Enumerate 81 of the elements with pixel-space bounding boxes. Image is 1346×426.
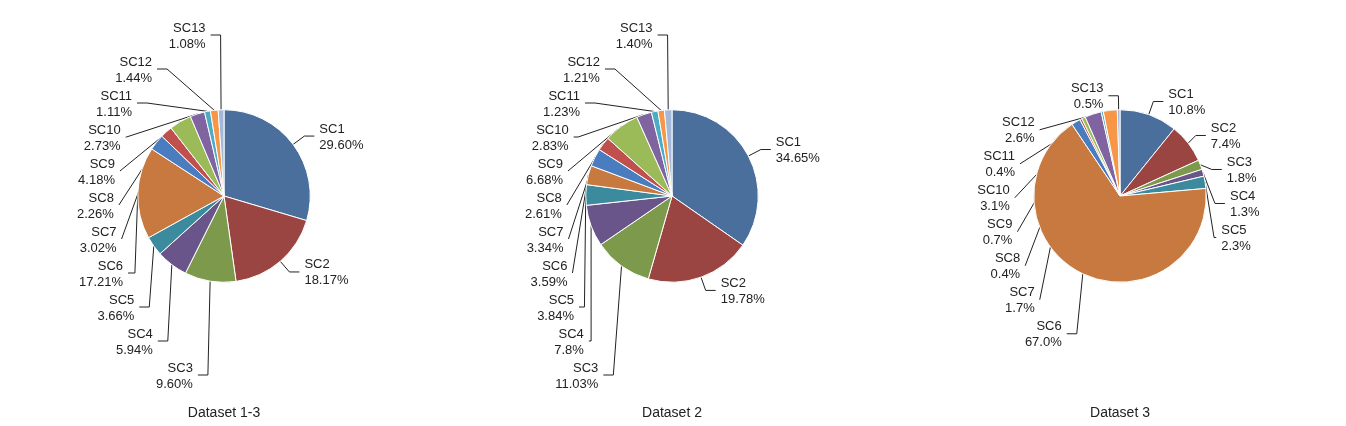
text: Dataset 1-3 <box>187 404 261 420</box>
data-label: 18.17% <box>304 272 349 288</box>
data-label: 2.73% <box>83 137 122 153</box>
slice-label: SC4 <box>1229 187 1256 203</box>
slice-label: SC4 <box>127 325 153 341</box>
slice-label: SC10 <box>536 121 569 137</box>
data-label: 10.8% <box>1168 101 1206 117</box>
data-label: 3.59% <box>530 273 568 289</box>
slice-label: SC7 <box>91 223 117 239</box>
slice-label: SC7 <box>1009 284 1035 300</box>
slice-label: SC1 <box>1168 85 1194 101</box>
data-label: 1.8% <box>1226 169 1257 185</box>
slice-label: SC12 <box>1002 114 1035 130</box>
slice-label: SC9 <box>537 155 563 171</box>
data-label: 1.44% <box>115 69 153 85</box>
slice-label: SC5 <box>548 291 575 307</box>
data-label: 19.78% <box>720 290 766 306</box>
slice-label: SC3 <box>167 359 193 375</box>
slice-label: SC7 <box>538 223 564 239</box>
data-label: 2.83% <box>531 137 570 153</box>
data-label: 5.94% <box>115 341 154 357</box>
data-label: 9.60% <box>156 375 194 391</box>
data-label: 7.4% <box>1210 135 1241 151</box>
slice-label: SC9 <box>89 155 115 171</box>
data-label: 3.34% <box>526 239 564 255</box>
data-label: 3.1% <box>980 198 1011 214</box>
data-label: 2.26% <box>77 205 115 221</box>
slice-label: SC2 <box>304 256 330 272</box>
slice-label: SC3 <box>573 359 599 375</box>
data-label: 1.40% <box>615 35 654 51</box>
slice-label: SC4 <box>558 325 584 341</box>
data-label: 0.4% <box>985 164 1016 180</box>
slice-label: SC11 <box>548 87 580 103</box>
data-label: 1.3% <box>1229 203 1261 219</box>
text: Dataset 2 <box>642 404 703 420</box>
data-label: 1.08% <box>168 35 207 51</box>
data-label: 67.0% <box>1024 334 1063 350</box>
slice-label: SC6 <box>97 257 124 273</box>
text: Dataset 3 <box>1090 404 1151 420</box>
data-label: 7.8% <box>554 341 585 357</box>
slice-label: SC13 <box>1070 80 1104 96</box>
data-label: 0.4% <box>990 266 1021 282</box>
data-label: 1.21% <box>563 69 601 85</box>
data-label: 1.11% <box>96 103 133 119</box>
data-label: 1.23% <box>543 103 581 119</box>
data-label: 3.66% <box>97 307 135 323</box>
data-label: 4.18% <box>78 171 116 187</box>
slice-label: SC11 <box>100 87 133 103</box>
slice-label: SC1 <box>775 134 802 150</box>
data-label: 17.21% <box>78 273 124 289</box>
slice-label: SC10 <box>88 121 121 137</box>
slice-label: SC8 <box>994 250 1021 266</box>
slice-label: SC6 <box>1036 318 1062 334</box>
data-label: 0.7% <box>982 232 1013 248</box>
slice-label: SC5 <box>108 291 135 307</box>
data-label: 2.6% <box>1005 130 1036 146</box>
slice-label: SC12 <box>567 53 600 69</box>
slice-label: SC6 <box>542 257 568 273</box>
slice-label: SC13 <box>173 19 206 35</box>
data-label: 11.03% <box>555 375 599 391</box>
data-label: 29.60% <box>319 136 364 152</box>
slice-label: SC9 <box>987 216 1013 232</box>
data-label: 34.65% <box>775 150 821 166</box>
data-label: 0.5% <box>1073 96 1104 112</box>
slice-label: SC3 <box>1226 153 1253 169</box>
slice-label: SC8 <box>88 189 114 205</box>
slice-label: SC2 <box>720 274 746 290</box>
slice-label: SC11 <box>983 148 1016 164</box>
data-label: 3.84% <box>537 307 575 323</box>
data-label: 3.02% <box>79 239 117 255</box>
slice-label: SC8 <box>536 189 562 205</box>
slice-label: SC12 <box>119 53 153 69</box>
data-label: 2.61% <box>524 205 563 221</box>
data-label: 1.7% <box>1005 300 1036 316</box>
slice-label: SC1 <box>319 120 345 136</box>
slice-label: SC10 <box>977 182 1010 198</box>
slice-label: SC13 <box>620 19 653 35</box>
slice-label: SC2 <box>1210 119 1237 135</box>
slice-label: SC5 <box>1221 221 1247 237</box>
data-label: 6.68% <box>526 171 564 187</box>
data-label: 2.3% <box>1221 237 1252 253</box>
